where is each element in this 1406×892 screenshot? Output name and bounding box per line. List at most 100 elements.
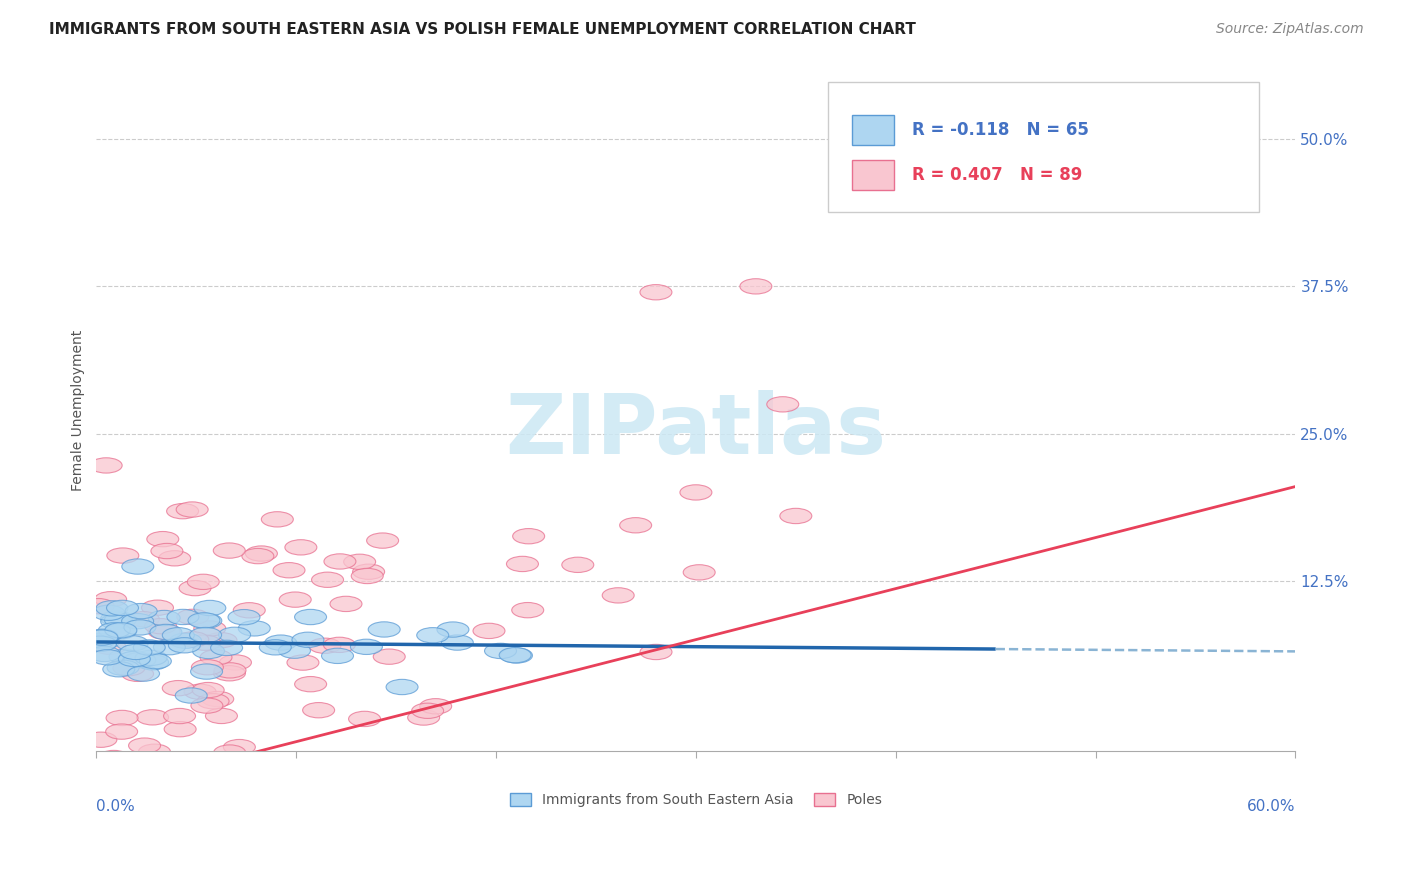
Ellipse shape [177, 632, 208, 647]
Ellipse shape [201, 691, 233, 706]
Ellipse shape [184, 684, 217, 699]
Ellipse shape [107, 548, 139, 563]
Ellipse shape [139, 654, 172, 669]
Ellipse shape [105, 710, 138, 725]
Ellipse shape [105, 623, 136, 638]
Ellipse shape [620, 517, 651, 533]
Ellipse shape [1119, 108, 1152, 123]
Ellipse shape [499, 648, 531, 663]
Ellipse shape [191, 664, 222, 679]
Ellipse shape [191, 659, 224, 675]
Ellipse shape [287, 655, 319, 670]
Ellipse shape [122, 614, 153, 629]
Ellipse shape [280, 592, 311, 607]
Ellipse shape [117, 756, 148, 772]
Ellipse shape [238, 621, 270, 636]
Ellipse shape [920, 131, 952, 147]
Ellipse shape [330, 596, 361, 612]
FancyBboxPatch shape [828, 82, 1260, 212]
Ellipse shape [128, 666, 159, 681]
Ellipse shape [156, 758, 188, 773]
Text: 0.0%: 0.0% [97, 799, 135, 814]
Ellipse shape [188, 613, 219, 628]
Ellipse shape [128, 738, 160, 753]
Ellipse shape [214, 663, 246, 678]
Ellipse shape [292, 632, 323, 648]
Ellipse shape [200, 649, 232, 665]
Ellipse shape [353, 564, 385, 580]
Ellipse shape [193, 682, 224, 698]
Ellipse shape [562, 558, 593, 573]
Ellipse shape [105, 724, 138, 739]
Ellipse shape [980, 161, 1012, 177]
Ellipse shape [179, 581, 211, 596]
Legend: Immigrants from South Eastern Asia, Poles: Immigrants from South Eastern Asia, Pole… [505, 788, 887, 813]
Ellipse shape [683, 565, 716, 580]
Ellipse shape [112, 660, 145, 676]
Ellipse shape [94, 591, 127, 607]
Ellipse shape [419, 698, 451, 714]
Text: R = 0.407   N = 89: R = 0.407 N = 89 [911, 166, 1083, 184]
Ellipse shape [368, 622, 401, 637]
Ellipse shape [134, 640, 166, 655]
Ellipse shape [150, 543, 183, 558]
Ellipse shape [176, 502, 208, 517]
Ellipse shape [177, 609, 208, 624]
Ellipse shape [350, 640, 382, 655]
Ellipse shape [273, 563, 305, 578]
Ellipse shape [295, 609, 326, 624]
Ellipse shape [89, 647, 121, 662]
Ellipse shape [214, 665, 246, 681]
Ellipse shape [162, 628, 194, 643]
Ellipse shape [343, 554, 375, 569]
Ellipse shape [233, 603, 266, 618]
Ellipse shape [86, 630, 118, 645]
Ellipse shape [766, 397, 799, 412]
Ellipse shape [93, 605, 125, 621]
Ellipse shape [110, 649, 141, 665]
Ellipse shape [98, 750, 129, 765]
Ellipse shape [136, 655, 169, 670]
Ellipse shape [101, 614, 132, 629]
Ellipse shape [146, 532, 179, 547]
Ellipse shape [191, 698, 224, 714]
Ellipse shape [302, 703, 335, 718]
FancyBboxPatch shape [852, 115, 894, 145]
Ellipse shape [135, 650, 167, 665]
Ellipse shape [162, 681, 194, 696]
Ellipse shape [211, 640, 243, 656]
Ellipse shape [259, 640, 291, 655]
Ellipse shape [262, 512, 294, 527]
Ellipse shape [242, 549, 274, 564]
Ellipse shape [118, 651, 150, 666]
Ellipse shape [218, 627, 250, 642]
Ellipse shape [142, 600, 173, 615]
Ellipse shape [117, 636, 148, 651]
Ellipse shape [441, 635, 474, 650]
Ellipse shape [121, 666, 153, 681]
Text: R = -0.118   N = 65: R = -0.118 N = 65 [911, 121, 1088, 139]
Ellipse shape [103, 662, 135, 677]
Ellipse shape [163, 708, 195, 723]
Y-axis label: Female Unemployment: Female Unemployment [72, 329, 86, 491]
Ellipse shape [485, 643, 516, 658]
Ellipse shape [309, 638, 340, 654]
Ellipse shape [165, 722, 195, 737]
Ellipse shape [153, 640, 186, 655]
Ellipse shape [169, 638, 201, 653]
Ellipse shape [602, 588, 634, 603]
Ellipse shape [167, 503, 198, 519]
Ellipse shape [219, 655, 252, 670]
Ellipse shape [352, 568, 384, 583]
Ellipse shape [681, 484, 711, 500]
Ellipse shape [501, 648, 533, 663]
Ellipse shape [472, 624, 505, 639]
Ellipse shape [96, 600, 128, 616]
Ellipse shape [285, 540, 316, 555]
Ellipse shape [323, 637, 356, 653]
Ellipse shape [187, 574, 219, 590]
Ellipse shape [194, 600, 226, 615]
Ellipse shape [640, 644, 672, 660]
Ellipse shape [188, 635, 221, 650]
Ellipse shape [176, 688, 207, 703]
